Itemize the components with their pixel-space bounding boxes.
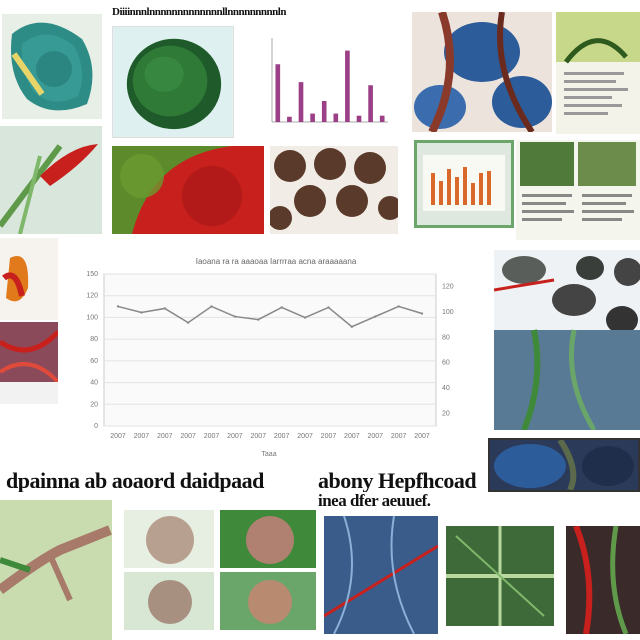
- red-flower-image: [0, 126, 102, 234]
- mini-bar: [379, 115, 385, 122]
- y-tick-label: 100: [86, 314, 98, 321]
- x-tick-label: 2007: [227, 433, 243, 440]
- mini-bar: [356, 115, 362, 122]
- x-tick-label: 2007: [180, 433, 196, 440]
- mini-bar: [298, 82, 304, 122]
- x-tick-label: 2007: [251, 433, 267, 440]
- mini-bar: [287, 116, 292, 122]
- red-fibers-image: [0, 322, 58, 404]
- mini-bar: [321, 101, 327, 122]
- mini-bar: [333, 113, 339, 122]
- document-photos-image: [516, 140, 640, 240]
- leaf-cross-section-image: [2, 14, 102, 119]
- y-tick-label: 0: [94, 423, 98, 430]
- brown-cells-image: [270, 146, 398, 234]
- x-tick-label: 2007: [110, 433, 126, 440]
- blue-roots-image: [412, 12, 552, 132]
- y2-tick-label: 120: [442, 284, 454, 291]
- green-branch-image: [0, 500, 112, 640]
- mini-bar: [310, 113, 315, 122]
- green-vein-image: [446, 526, 554, 626]
- x-tick-label: 2007: [204, 433, 220, 440]
- y-tick-label: 120: [86, 293, 98, 300]
- y2-tick-label: 100: [442, 309, 454, 316]
- data-point: [303, 316, 307, 319]
- caption-line-2: abony Hepfhcoad: [318, 470, 477, 492]
- data-point: [350, 325, 354, 328]
- blue-vein-image: [324, 516, 438, 634]
- blue-tuber-image: [488, 438, 640, 492]
- caption-line-3: inea dfer aeuuef.: [318, 491, 431, 510]
- data-point: [374, 315, 377, 318]
- x-tick-label: 2007: [274, 433, 290, 440]
- y-tick-label: 40: [90, 380, 98, 387]
- plant-document-image: [556, 12, 640, 134]
- x-tick-label: 2007: [134, 433, 150, 440]
- orange-flower-image: [0, 238, 58, 320]
- y2-tick-label: 80: [442, 334, 450, 341]
- root-grid-image: [494, 250, 640, 430]
- plot-area: [103, 273, 437, 427]
- x-axis-label: Taaa: [261, 451, 276, 458]
- x-tick-label: 2007: [297, 433, 313, 440]
- y2-tick-label: 40: [442, 385, 450, 392]
- series-line: [117, 305, 423, 328]
- data-point: [186, 321, 190, 324]
- x-tick-label: 2007: [367, 433, 383, 440]
- data-point: [420, 312, 424, 315]
- monitor-chart-image: [414, 140, 514, 228]
- chart-title: Iaoana ra ra aaaoaa Iarrrraa acna araaaa…: [196, 257, 357, 266]
- data-point: [116, 305, 120, 308]
- y2-tick-label: 60: [442, 360, 450, 367]
- data-point: [280, 306, 283, 309]
- y-tick-label: 60: [90, 358, 98, 365]
- top-banner-text: Diiiinnnlnnnnnnnnnnnnnllnnnnnnnnnln: [112, 6, 286, 18]
- x-tick-label: 2007: [344, 433, 360, 440]
- y2-tick-label: 20: [442, 410, 450, 417]
- line-chart: Iaoana ra ra aaaoaa Iarrrraa acna araaaa…: [64, 236, 488, 466]
- data-point: [163, 307, 166, 310]
- caption-line-1: dpainna ab aoaord daidpaad: [6, 470, 264, 492]
- data-point: [233, 315, 237, 318]
- data-point: [140, 311, 143, 314]
- y-tick-label: 150: [86, 271, 98, 278]
- x-tick-label: 2007: [157, 433, 173, 440]
- data-point: [210, 305, 213, 308]
- red-stem-image: [566, 526, 640, 634]
- x-tick-label: 2007: [321, 433, 337, 440]
- mini-bar: [345, 50, 350, 122]
- mini-bar: [368, 85, 373, 122]
- mini-bar: [275, 64, 281, 122]
- y-tick-label: 80: [90, 336, 98, 343]
- data-point: [397, 305, 400, 308]
- data-point: [257, 318, 260, 321]
- y-tick-label: 20: [90, 401, 98, 408]
- data-point: [327, 306, 330, 309]
- x-tick-label: 2007: [414, 433, 430, 440]
- red-leaf-texture-image: [112, 146, 264, 234]
- bar-chart-thumbnail: [252, 30, 392, 130]
- bean-seed-image: [112, 26, 234, 138]
- seed-quad-image: [120, 506, 320, 634]
- x-tick-label: 2007: [391, 433, 407, 440]
